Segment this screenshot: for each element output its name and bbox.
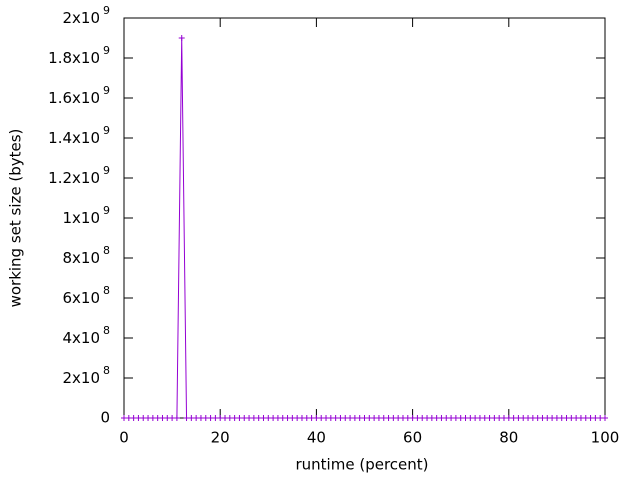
y-axis-label: working set size (bytes): [7, 129, 25, 308]
x-tick-label: 40: [307, 429, 326, 447]
y-tick-mantissa: 2x10: [62, 369, 100, 387]
y-tick-label: 1x10 9: [62, 204, 110, 227]
y-tick-mantissa: 6x10: [62, 289, 100, 307]
y-tick-exponent: 8: [103, 284, 110, 297]
x-tick-label: 20: [211, 429, 230, 447]
y-tick-exponent: 9: [103, 84, 110, 97]
y-tick-mantissa: 1.8x10: [48, 49, 100, 67]
x-axis-label: runtime (percent): [296, 456, 429, 474]
x-tick-label: 0: [119, 429, 129, 447]
y-tick-label: 4x10 8: [62, 324, 110, 347]
y-tick-exponent: 8: [103, 324, 110, 337]
y-tick-mantissa: 2x10: [62, 9, 100, 27]
y-tick-label: 1.8x10 9: [48, 44, 110, 67]
y-tick-label: 6x10 8: [62, 284, 110, 307]
point-marker: [173, 415, 180, 421]
y-tick-mantissa: 4x10: [62, 329, 100, 347]
y-tick-exponent: 8: [103, 364, 110, 377]
y-tick-exponent: 9: [103, 44, 110, 57]
y-tick-label: 1.6x10 9: [48, 84, 110, 107]
point-marker: [178, 35, 185, 41]
data-line: [124, 37, 605, 419]
y-tick-label: 2x10 8: [62, 364, 110, 387]
y-tick-label: 8x10 8: [62, 244, 110, 267]
y-tick-mantissa: 1.2x10: [48, 169, 100, 187]
y-tick-mantissa: 1.6x10: [48, 89, 100, 107]
y-tick-label: 2x10 9: [62, 4, 110, 27]
y-tick-label: 1.2x10 9: [48, 164, 110, 187]
y-tick-exponent: 9: [103, 164, 110, 177]
y-tick-label: 1.4x10 9: [48, 124, 110, 147]
y-tick-exponent: 9: [103, 204, 110, 217]
y-tick-exponent: 8: [103, 244, 110, 257]
point-marker: [602, 415, 608, 421]
y-tick-exponent: 9: [103, 4, 110, 17]
y-tick-mantissa: 1.4x10: [48, 129, 100, 147]
x-tick-label: 60: [403, 429, 422, 447]
y-tick-mantissa: 1x10: [62, 209, 100, 227]
x-tick-label: 80: [499, 429, 518, 447]
y-tick-exponent: 9: [103, 124, 110, 137]
y-tick-label: 0: [100, 409, 110, 427]
plot-frame: [123, 17, 606, 419]
x-tick-label: 100: [591, 429, 620, 447]
y-tick-mantissa: 8x10: [62, 249, 100, 267]
